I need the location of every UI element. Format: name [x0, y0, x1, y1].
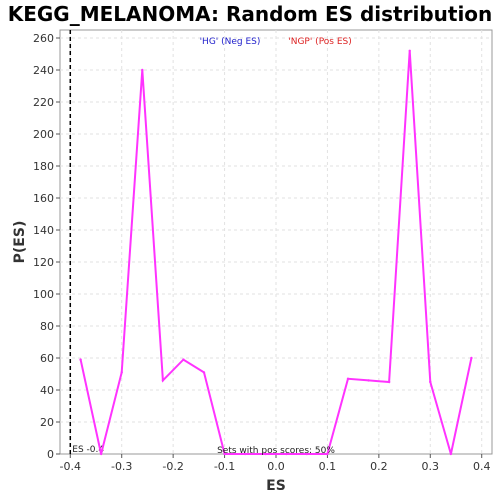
y-tick-label: 20	[40, 416, 54, 429]
y-tick-label: 180	[33, 160, 54, 173]
data-point	[285, 452, 288, 456]
y-tick-label: 120	[33, 256, 54, 269]
data-point	[79, 358, 82, 361]
es-marker-label: ES -0.4	[72, 445, 104, 455]
x-tick-label: -0.1	[214, 460, 235, 473]
x-tick-label: 0.4	[473, 460, 491, 473]
data-point	[141, 68, 144, 72]
y-tick-label: 0	[47, 448, 54, 461]
y-tick-label: 40	[40, 384, 54, 397]
y-tick-label: 80	[40, 320, 54, 333]
y-tick-label: 220	[33, 96, 54, 109]
data-point	[470, 356, 473, 360]
x-tick-label: 0.1	[319, 460, 337, 473]
data-point	[182, 358, 185, 361]
x-tick-label: -0.3	[111, 460, 132, 473]
pos-scores-annotation: Sets with pos scores: 50%	[217, 446, 335, 456]
data-point	[202, 371, 206, 374]
y-tick-label: 240	[33, 64, 54, 77]
y-tick-label: 160	[33, 192, 54, 205]
series-line	[79, 50, 473, 455]
data-point	[449, 452, 453, 456]
y-tick-label: 260	[33, 32, 54, 45]
y-tick-label: 100	[33, 288, 54, 301]
chart-title: KEGG_MELANOMA: Random ES distribution	[8, 2, 493, 26]
series-points	[79, 49, 473, 456]
data-point	[223, 452, 226, 456]
legend-pos-es: 'NGP' (Pos ES)	[288, 37, 352, 47]
x-tick-label: 0.3	[422, 460, 440, 473]
x-axis: -0.4 -0.3 -0.2 -0.1 0.0 0.1 0.2 0.3 0.4	[60, 454, 491, 473]
y-tick-label: 140	[33, 224, 54, 237]
legend-neg-es: 'HG' (Neg ES)	[200, 37, 261, 47]
data-point	[367, 379, 370, 382]
data-point	[408, 49, 411, 52]
x-tick-label: 0.2	[370, 460, 388, 473]
data-point	[305, 452, 309, 456]
data-point	[243, 452, 247, 456]
y-axis-label: P(ES)	[12, 221, 28, 264]
data-point	[161, 379, 165, 382]
data-point	[346, 377, 350, 380]
x-tick-label: 0.0	[267, 460, 285, 473]
x-tick-label: -0.2	[162, 460, 183, 473]
data-point	[429, 380, 432, 384]
data-point	[264, 452, 267, 456]
y-tick-label: 200	[33, 128, 54, 141]
data-point	[120, 371, 123, 374]
x-tick-label: -0.4	[60, 460, 81, 473]
data-point	[326, 452, 329, 456]
y-tick-label: 60	[40, 352, 54, 365]
x-axis-label: ES	[266, 478, 286, 494]
data-point	[387, 380, 391, 384]
y-axis: 0 20 40 60 80 100 120 140 160 180 200 220 240 260	[33, 32, 60, 461]
data-point	[99, 452, 103, 456]
